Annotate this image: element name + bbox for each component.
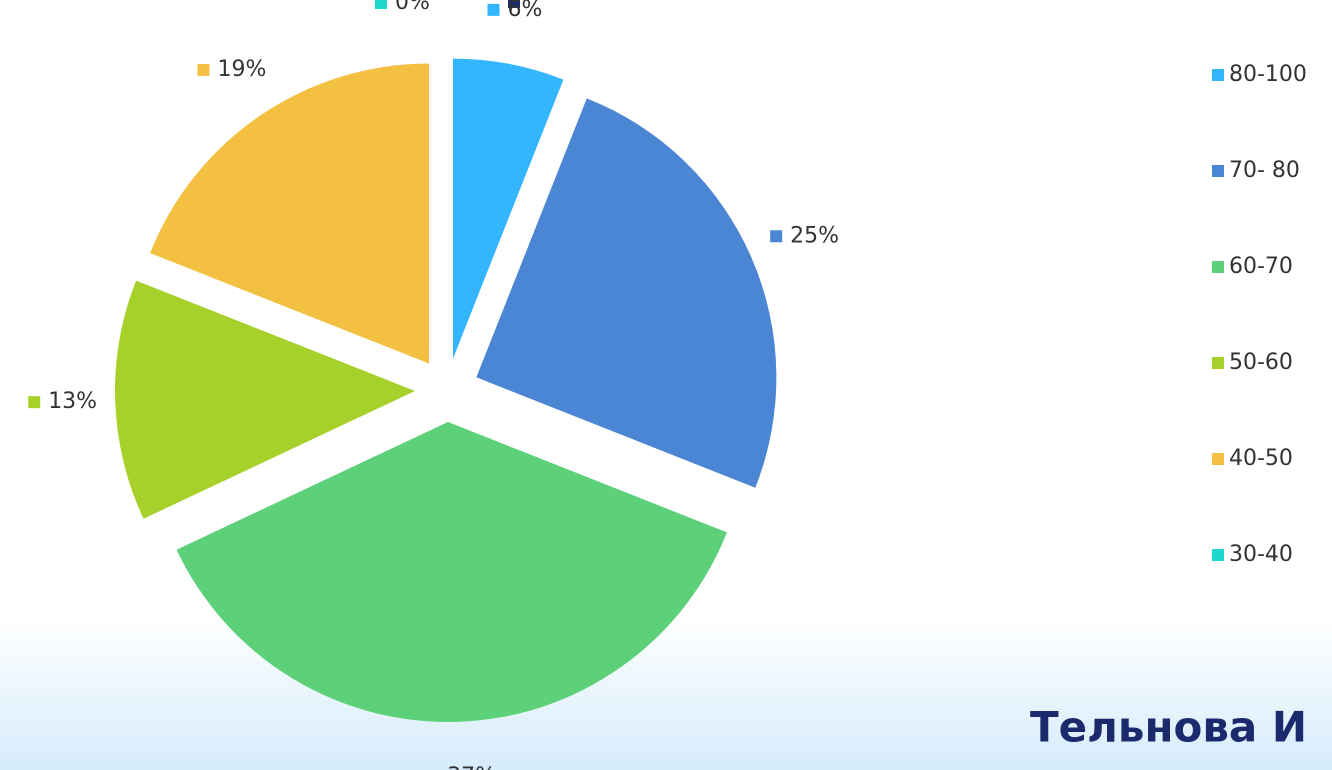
legend-label: 70- 80 bbox=[1229, 158, 1300, 183]
legend-marker bbox=[1212, 549, 1224, 561]
legend-label: 30-40 bbox=[1229, 542, 1293, 567]
data-label-marker bbox=[197, 63, 210, 76]
data-label: 13% bbox=[48, 389, 97, 414]
legend-marker bbox=[1212, 261, 1224, 273]
data-label-marker bbox=[770, 230, 783, 243]
legend-label: 50-60 bbox=[1229, 350, 1293, 375]
pie-slice bbox=[452, 58, 564, 359]
data-label: 0% bbox=[395, 0, 430, 15]
data-label: 19% bbox=[217, 57, 266, 82]
data-label: 6% bbox=[508, 0, 543, 22]
legend-marker bbox=[1212, 165, 1224, 177]
pie-slice bbox=[176, 421, 727, 722]
data-label-marker bbox=[375, 0, 387, 9]
pie-slice bbox=[150, 63, 430, 364]
pie-slice bbox=[476, 98, 777, 488]
legend-label: 40-50 bbox=[1229, 446, 1293, 471]
legend-marker bbox=[1212, 357, 1224, 369]
data-label-marker bbox=[28, 396, 41, 409]
data-label-marker bbox=[487, 3, 500, 16]
legend-marker bbox=[1212, 453, 1224, 465]
title-fragment bbox=[508, 0, 520, 8]
author-name: Тельнова И bbox=[1030, 703, 1307, 752]
legend-label: 60-70 bbox=[1229, 254, 1293, 279]
legend-label: 80-100 bbox=[1229, 62, 1307, 87]
pie-slice bbox=[115, 280, 416, 519]
data-label: 25% bbox=[790, 223, 839, 248]
legend-marker bbox=[1212, 69, 1224, 81]
data-label: 37% bbox=[447, 764, 496, 770]
